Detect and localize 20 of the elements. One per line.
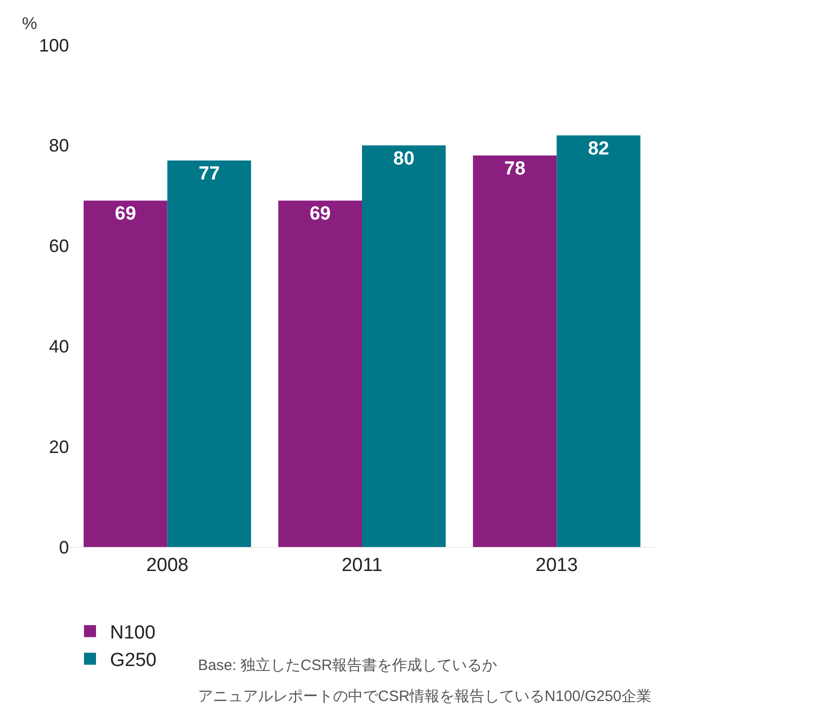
data-label: 77 [198,163,220,184]
legend-label: N100 [110,622,156,644]
text: Base: 独立したCSR報告書を作成しているか [198,657,498,674]
y-tick-label: 60 [48,236,69,256]
x-tick-label: 2008 [146,554,188,576]
data-label: 69 [310,204,331,225]
y-tick-label: 80 [48,136,69,156]
y-axis-title: % [22,14,38,33]
data-label: 82 [588,138,610,160]
y-tick-label: 20 [48,436,69,457]
legend-label: G250 [110,650,156,672]
y-tick-label: 100 [38,35,69,56]
x-tick-label: 2011 [342,554,382,576]
y-tick-label: 40 [48,336,69,356]
x-tick-label: 2013 [536,554,578,576]
data-label: 69 [114,204,136,225]
data-label: 78 [504,158,526,180]
text: アニュアルレポートの中でCSR情報を報告しているN100/G250企業 [198,688,652,705]
y-tick-label: 0 [58,537,69,558]
data-label: 80 [393,148,414,170]
